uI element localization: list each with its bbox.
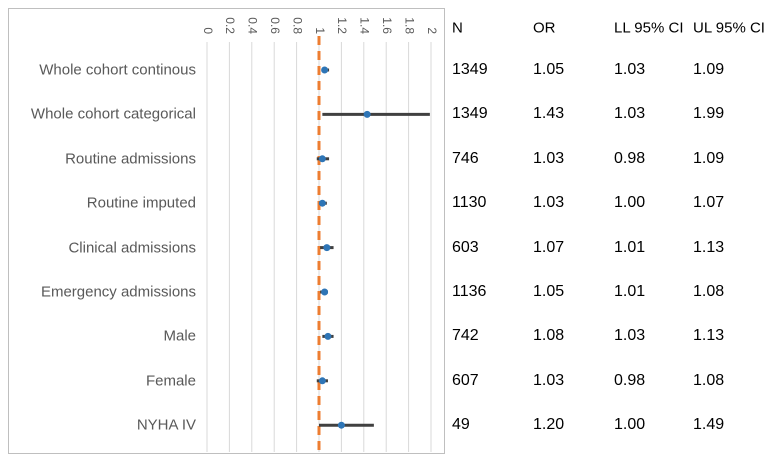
point-estimate	[337, 421, 345, 429]
point-estimate	[318, 199, 326, 207]
point-estimate	[318, 377, 326, 385]
n-cell: 1130	[452, 194, 487, 212]
x-tick-label: 0.8	[290, 17, 304, 34]
or-cell: 1.03	[533, 149, 565, 167]
x-tick-label: 0.4	[246, 17, 260, 34]
point-estimate	[323, 244, 331, 252]
ll-cell: 1.01	[614, 238, 646, 256]
x-tick-label: 2	[425, 27, 439, 34]
ul-cell: 1.07	[693, 194, 725, 212]
ll-cell: 1.00	[614, 194, 646, 212]
ll-header: LL 95% CI	[614, 19, 684, 37]
n-cell: 1349	[452, 61, 488, 78]
x-tick-label: 1.2	[335, 17, 349, 34]
row-label: Routine imputed	[86, 194, 196, 212]
ll-cell: 1.01	[614, 283, 646, 300]
or-cell: 1.03	[533, 194, 565, 212]
or-cell: 1.03	[533, 371, 565, 389]
ll-cell: 1.03	[614, 61, 646, 78]
ul-cell: 1.09	[693, 149, 725, 167]
ll-cell: 0.98	[614, 149, 646, 167]
x-tick-label: 1.6	[380, 17, 394, 34]
ul-cell: 1.49	[693, 416, 725, 434]
n-header: N	[452, 19, 463, 37]
or-header: OR	[533, 19, 556, 37]
n-cell: 603	[452, 238, 479, 256]
n-cell: 49	[452, 416, 470, 434]
x-tick-label: 1.8	[402, 17, 416, 34]
ll-cell: 0.98	[614, 371, 646, 389]
ul-cell: 1.13	[693, 327, 725, 345]
ul-header: UL 95% CI	[693, 19, 765, 37]
point-estimate	[363, 110, 371, 118]
x-tick-label: 1.4	[358, 17, 372, 34]
n-cell: 742	[452, 327, 479, 345]
row-label: Whole cohort categorical	[30, 105, 196, 123]
ul-cell: 1.09	[693, 61, 725, 78]
row-label: Female	[145, 372, 196, 390]
ll-cell: 1.03	[614, 105, 646, 123]
row-label: Whole cohort continous	[39, 61, 196, 79]
n-cell: 607	[452, 371, 479, 389]
row-label: Routine admissions	[65, 150, 196, 168]
ll-cell: 1.00	[614, 416, 646, 434]
point-estimate	[321, 288, 329, 296]
n-cell: 1349	[452, 105, 488, 123]
point-estimate	[321, 66, 329, 74]
or-cell: 1.20	[533, 416, 565, 434]
x-tick-label: 0.6	[268, 17, 282, 34]
or-cell: 1.08	[533, 327, 565, 345]
x-tick-label: 0	[201, 27, 215, 34]
or-cell: 1.05	[533, 283, 565, 300]
row-label: Male	[163, 327, 196, 345]
point-estimate	[324, 332, 332, 340]
row-label: Emergency admissions	[40, 283, 196, 301]
ul-cell: 1.08	[693, 283, 725, 300]
point-estimate	[318, 155, 326, 163]
plot-frame	[8, 8, 445, 454]
x-tick-label: 0.2	[223, 17, 237, 34]
n-cell: 746	[452, 149, 479, 167]
ul-cell: 1.08	[693, 371, 725, 389]
row-label: NYHA IV	[136, 416, 196, 434]
row-label: Clinical admissions	[68, 239, 196, 257]
ul-cell: 1.99	[693, 105, 725, 123]
or-cell: 1.05	[533, 61, 565, 78]
n-cell: 1136	[452, 283, 487, 300]
x-tick-label: 1	[313, 27, 327, 34]
or-cell: 1.07	[533, 238, 565, 256]
ll-cell: 1.03	[614, 327, 646, 345]
or-cell: 1.43	[533, 105, 565, 123]
ul-cell: 1.13	[693, 238, 725, 256]
